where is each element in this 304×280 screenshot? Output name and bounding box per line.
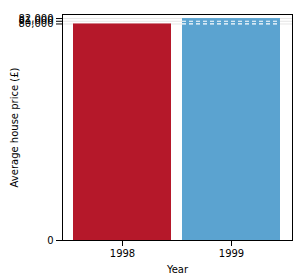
svg-text:1998: 1998 xyxy=(110,248,135,259)
svg-text:Year: Year xyxy=(166,264,189,275)
svg-text:0: 0 xyxy=(47,235,53,246)
svg-text:1999: 1999 xyxy=(219,248,244,259)
svg-text:Average house price (£): Average house price (£) xyxy=(9,67,20,187)
svg-text:82,000: 82,000 xyxy=(19,13,54,24)
